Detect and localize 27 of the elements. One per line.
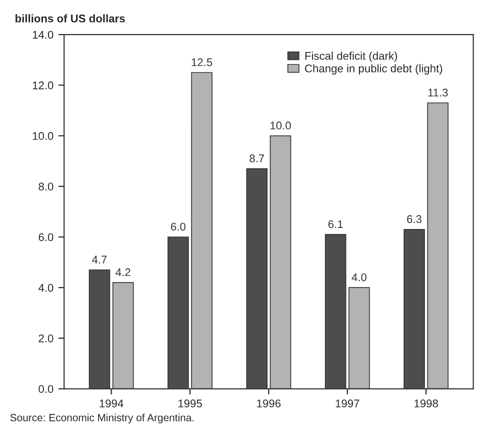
legend-label: Fiscal deficit (dark) (305, 52, 398, 62)
y-tick-label: 8.0 (38, 182, 54, 191)
x-tick-label: 1997 (336, 400, 360, 408)
data-label: 6.1 (328, 220, 343, 228)
y-tick-label: 10.0 (32, 132, 54, 140)
x-tick-label: 1996 (257, 400, 281, 408)
data-label: 6.3 (407, 215, 422, 224)
data-label: 11.3 (428, 88, 448, 97)
data-label: 6.0 (171, 222, 186, 231)
x-tick-label: 1998 (414, 400, 438, 408)
data-label: 12.5 (192, 58, 212, 66)
data-label: 8.7 (250, 154, 264, 162)
y-tick-label: 0.0 (38, 385, 54, 393)
y-tick-label: 12.0 (32, 81, 54, 90)
data-label: 4.2 (116, 268, 130, 276)
data-label: 4.7 (92, 256, 107, 264)
data-label: 10.0 (270, 122, 291, 130)
source-note: Source: Economic Ministry of Argentina. (10, 414, 194, 424)
data-label: 4.0 (352, 273, 366, 282)
y-axis-title: billions of US dollars (16, 14, 125, 22)
y-tick-label: 6.0 (38, 233, 54, 242)
y-tick-label: 2.0 (38, 334, 54, 342)
y-tick-label: 4.0 (38, 284, 54, 292)
y-tick-label: 14.0 (32, 30, 54, 39)
legend-label: Change in public debt (light) (305, 64, 442, 75)
x-tick-label: 1995 (178, 400, 202, 408)
x-tick-label: 1994 (100, 400, 124, 408)
